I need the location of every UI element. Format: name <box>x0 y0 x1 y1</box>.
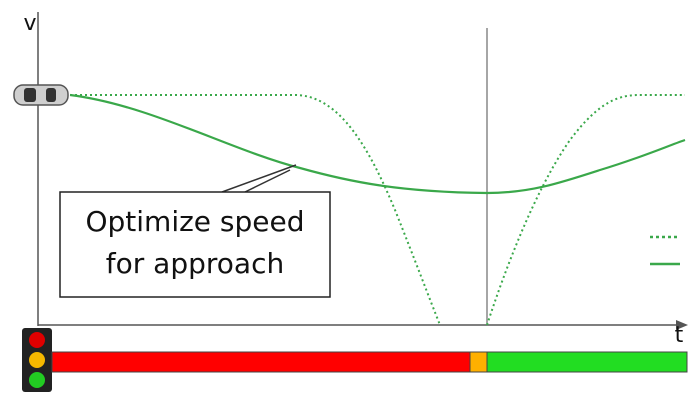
y-axis-label: v <box>23 11 36 36</box>
callout-pointer <box>221 164 297 193</box>
x-axis-label: t <box>675 323 684 348</box>
dotted-curve <box>486 94 685 326</box>
dotted-curve <box>70 94 441 326</box>
traffic-light <box>22 328 52 392</box>
green-phase <box>486 351 688 373</box>
callout-pointer <box>244 169 291 193</box>
red-phase <box>51 351 471 373</box>
callout-text: for approach <box>106 247 284 280</box>
amber-phase <box>469 351 488 373</box>
x-axis-arrow <box>676 320 688 330</box>
optimized-curve <box>69 93 686 195</box>
car-icon <box>13 84 69 106</box>
callout-box <box>59 191 331 298</box>
callout-text: Optimize speed <box>85 205 304 238</box>
